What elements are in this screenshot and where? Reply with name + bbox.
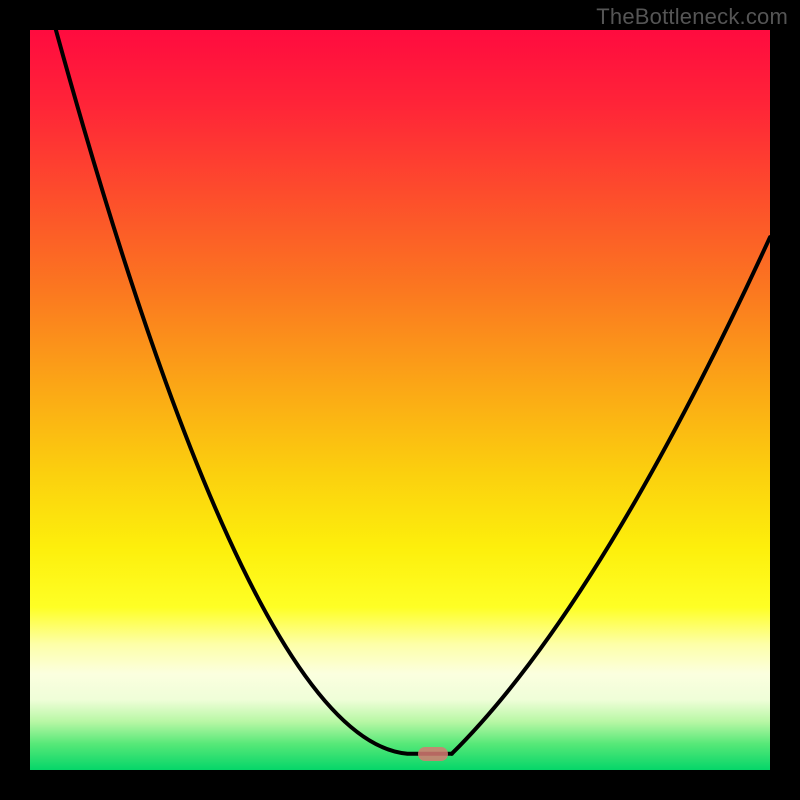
plot-area xyxy=(30,30,770,770)
plot-background xyxy=(30,30,770,770)
watermark-label: TheBottleneck.com xyxy=(596,4,788,30)
plot-svg xyxy=(30,30,770,770)
chart-frame: TheBottleneck.com xyxy=(0,0,800,800)
optimum-marker xyxy=(418,747,448,761)
